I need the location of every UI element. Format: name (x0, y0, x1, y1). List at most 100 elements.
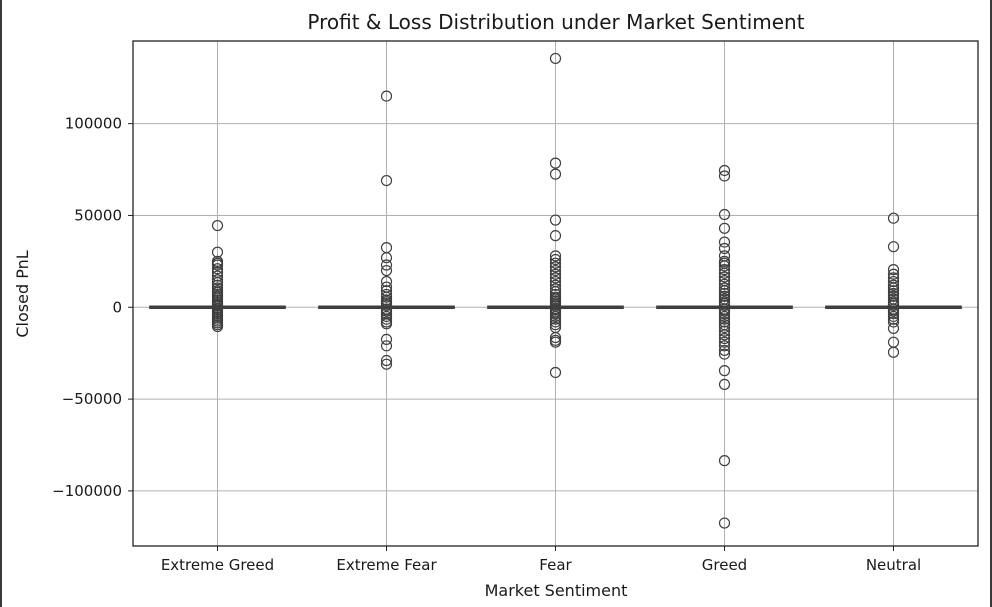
outlier-point (718, 344, 731, 357)
outlier-point (380, 313, 393, 325)
outlier-point (718, 236, 731, 248)
outlier-point (549, 168, 562, 180)
outlier-point (718, 365, 731, 377)
outlier-point (718, 285, 731, 297)
outlier-point (549, 52, 562, 65)
outlier-point (549, 257, 562, 269)
x-tick-label: Fear (539, 556, 572, 574)
outlier-point (718, 242, 731, 255)
outlier-point (887, 264, 900, 276)
outlier-point (380, 299, 393, 312)
outlier-point (549, 331, 562, 344)
outlier-point (718, 329, 731, 341)
x-tick-label: Greed (702, 556, 747, 574)
outlier-point (380, 354, 393, 367)
outlier-point (380, 252, 393, 264)
outlier-point (380, 275, 393, 288)
x-axis-ticks: Extreme Greed Extreme Fear Fear Greed Neutra… (161, 546, 921, 574)
outlier-point (718, 260, 731, 272)
outlier-point (718, 316, 731, 328)
x-tick-label: Neutral (866, 556, 921, 574)
outlier-point (718, 340, 731, 352)
outlier-point (887, 310, 900, 323)
y-tick-label: 0 (112, 298, 122, 316)
outlier-point (887, 241, 900, 253)
outlier-point (718, 271, 731, 283)
y-tick-label: −100000 (52, 482, 122, 500)
outlier-point (549, 250, 562, 262)
outlier-point (211, 246, 224, 258)
outlier-point (380, 310, 393, 323)
outlier-point (887, 290, 900, 302)
outlier-point (718, 282, 731, 294)
outlier-point (718, 332, 731, 345)
outlier-point (887, 282, 900, 294)
outlier-point (718, 264, 731, 276)
outlier-point (380, 318, 393, 330)
outlier-point (718, 313, 731, 325)
x-tick-label: Extreme Fear (336, 556, 437, 574)
outlier-point (887, 308, 900, 320)
outlier-point (718, 378, 731, 390)
outlier-point (718, 310, 731, 323)
outlier-point (380, 340, 393, 352)
outlier-point (211, 263, 224, 275)
outlier-point (211, 219, 224, 232)
outlier-point (718, 208, 731, 221)
outlier-point (380, 291, 393, 303)
outlier-point (549, 310, 562, 323)
outlier-point (718, 325, 731, 337)
outlier-point (211, 279, 224, 291)
outlier-point (380, 288, 393, 301)
x-axis-label: Market Sentiment (485, 581, 628, 600)
outlier-point (549, 319, 562, 331)
outlier-point (211, 259, 224, 271)
outlier-point (211, 320, 224, 333)
outlier-point (549, 286, 562, 298)
outlier-point (380, 264, 393, 277)
outlier-point (380, 333, 393, 346)
outlier-point (549, 253, 562, 266)
outlier-point (549, 272, 562, 284)
y-tick-label: 50000 (74, 206, 122, 224)
outlier-point (549, 366, 562, 379)
x-tick-label: Extreme Greed (161, 556, 274, 574)
outlier-point (718, 336, 731, 348)
outlier-point (211, 274, 224, 286)
outlier-point (549, 336, 562, 348)
chart-title: Profit & Loss Distribution under Market … (307, 10, 804, 34)
outlier-point (718, 222, 731, 234)
y-axis-label: Closed PnL (13, 250, 32, 337)
outlier-point (718, 348, 731, 360)
outlier-point (887, 346, 900, 358)
outlier-point (887, 305, 900, 317)
outlier-point (718, 455, 731, 467)
y-axis-ticks: −100000 −50000 0 50000 100000 (52, 115, 133, 500)
outlier-point (549, 230, 562, 242)
outlier-points (211, 52, 900, 529)
outlier-point (380, 174, 393, 187)
outlier-point (887, 212, 900, 224)
outlier-point (549, 157, 562, 169)
outlier-point (887, 322, 900, 334)
outlier-point (380, 259, 393, 271)
y-tick-label: 100000 (65, 115, 122, 133)
outlier-point (549, 316, 562, 328)
outlier-point (380, 305, 393, 317)
outlier-point (887, 275, 900, 288)
outlier-point (887, 285, 900, 297)
outlier-point (549, 214, 562, 226)
outlier-point (549, 313, 562, 325)
outlier-point (718, 305, 731, 317)
outlier-point (380, 90, 393, 102)
outlier-point (718, 164, 731, 177)
outlier-point (718, 517, 731, 529)
outlier-point (887, 313, 900, 325)
outlier-point (887, 279, 900, 291)
outlier-point (887, 316, 900, 328)
outlier-point (549, 279, 562, 291)
outlier-point (718, 321, 731, 334)
outlier-point (549, 261, 562, 273)
outlier-point (549, 268, 562, 280)
